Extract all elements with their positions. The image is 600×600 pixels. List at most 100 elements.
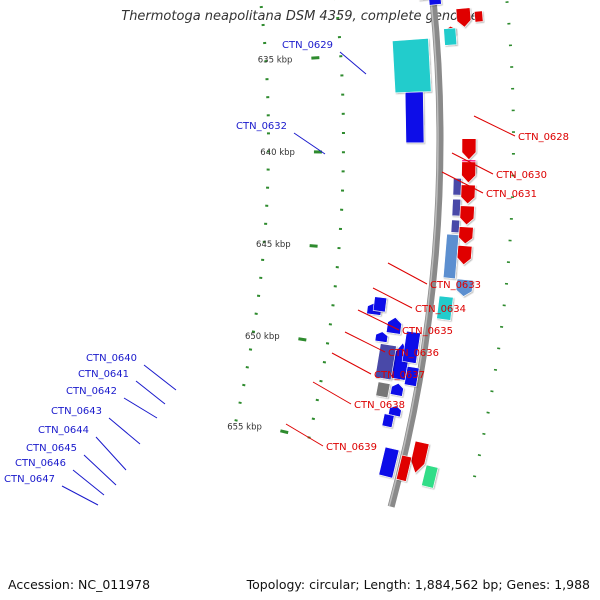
gene-label: CTN_0639 bbox=[326, 442, 377, 453]
gene-feature bbox=[374, 331, 389, 343]
minor-tick bbox=[477, 454, 482, 457]
gene-feature-unlabeled bbox=[410, 440, 430, 474]
minor-tick bbox=[234, 419, 238, 422]
gene-feature-unlabeled bbox=[403, 365, 420, 387]
gene-label-leader bbox=[143, 364, 177, 391]
gene-feature-unlabeled bbox=[378, 446, 400, 479]
gene-feature-unlabeled bbox=[456, 245, 473, 266]
gene-label-leader bbox=[108, 417, 141, 445]
gene-label-leader bbox=[357, 309, 400, 331]
gene-label: CTN_0640 bbox=[86, 353, 137, 364]
gene-feature-unlabeled bbox=[381, 413, 395, 428]
minor-tick bbox=[322, 361, 327, 364]
map-title: Thermotoga neapolitana DSM 4359, complet… bbox=[121, 9, 479, 24]
scale-tick bbox=[309, 244, 318, 248]
gene-label: CTN_0637 bbox=[374, 370, 425, 381]
gene-label-leader bbox=[83, 454, 117, 486]
gene-label: CTN_0630 bbox=[496, 170, 547, 181]
gene-feature bbox=[455, 278, 474, 297]
gene-label-leader bbox=[451, 152, 494, 175]
gene-feature-unlabeled bbox=[458, 226, 474, 245]
gene-feature bbox=[451, 198, 462, 217]
gene-label-leader bbox=[95, 436, 127, 471]
gene-label-leader bbox=[331, 352, 372, 375]
scale-tick-label: 635 kbp bbox=[258, 55, 293, 65]
gene-label-leader bbox=[293, 132, 326, 155]
scale-tick-label: 645 kbp bbox=[256, 240, 291, 250]
minor-tick bbox=[490, 390, 494, 393]
gene-feature bbox=[385, 317, 402, 335]
gene-feature bbox=[375, 381, 391, 399]
gene-label: CTN_0629 bbox=[282, 40, 333, 51]
gene-label: CTN_0636 bbox=[388, 348, 439, 359]
gene-label: CTN_0647 bbox=[4, 474, 55, 485]
gene-feature bbox=[450, 219, 461, 234]
gene-label-leader bbox=[441, 171, 484, 194]
gene-label-leader bbox=[339, 51, 367, 75]
minor-tick bbox=[319, 379, 323, 383]
accession-label: Accession: NC_011978 bbox=[8, 577, 151, 592]
gene-label: CTN_0632 bbox=[236, 121, 287, 132]
gene-label: CTN_0643 bbox=[51, 406, 102, 417]
gene-feature bbox=[374, 343, 397, 381]
gene-feature-unlabeled bbox=[395, 454, 413, 482]
scale-tick-label: 655 kbp bbox=[227, 422, 262, 432]
gene-label: CTN_0634 bbox=[415, 304, 466, 315]
gene-feature bbox=[436, 295, 454, 321]
genome-backbone-highlight bbox=[388, 0, 439, 507]
scale-tick-label: 650 kbp bbox=[245, 332, 280, 342]
gene-label: CTN_0633 bbox=[430, 280, 481, 291]
gene-feature-unlabeled bbox=[372, 296, 388, 313]
gene-label: CTN_0644 bbox=[38, 425, 89, 436]
gene-feature bbox=[389, 382, 404, 397]
gene-label: CTN_0635 bbox=[402, 326, 453, 337]
minor-tick bbox=[486, 411, 490, 414]
gene-feature-unlabeled bbox=[460, 184, 476, 205]
scale-tick bbox=[298, 337, 307, 342]
gene-label-leader bbox=[72, 469, 105, 496]
minor-tick bbox=[482, 432, 486, 436]
minor-tick bbox=[311, 417, 316, 421]
gene-label-leader bbox=[312, 381, 352, 405]
gene-label: CTN_0628 bbox=[518, 132, 569, 143]
gene-label: CTN_0645 bbox=[26, 443, 77, 454]
minor-tick bbox=[242, 383, 246, 387]
scale-tick bbox=[311, 56, 320, 60]
gene-label-leader bbox=[61, 485, 99, 506]
gene-feature bbox=[392, 38, 432, 94]
gene-label-leader bbox=[372, 287, 413, 309]
minor-tick bbox=[315, 398, 319, 402]
gene-label: CTN_0631 bbox=[486, 189, 537, 200]
gene-feature bbox=[443, 27, 458, 46]
gene-label: CTN_0638 bbox=[354, 400, 405, 411]
gene-label-leader bbox=[344, 331, 386, 353]
minor-tick bbox=[245, 366, 249, 369]
gene-label: CTN_0646 bbox=[15, 458, 66, 469]
gene-feature bbox=[442, 233, 460, 280]
gene-feature-unlabeled bbox=[404, 91, 425, 144]
minor-tick bbox=[472, 475, 477, 478]
minor-tick bbox=[238, 401, 242, 405]
gene-label-leader bbox=[387, 262, 428, 285]
gene-label-leader bbox=[285, 423, 324, 447]
minor-tick bbox=[248, 348, 253, 351]
gene-feature-unlabeled bbox=[459, 205, 475, 226]
gene-feature-unlabeled bbox=[461, 138, 477, 161]
gene-feature-unlabeled bbox=[421, 464, 439, 489]
gene-feature-unlabeled bbox=[401, 330, 421, 364]
gene-feature-unlabeled bbox=[473, 10, 484, 23]
gene-label: CTN_0642 bbox=[66, 386, 117, 397]
gene-label: CTN_0641 bbox=[78, 369, 129, 380]
gene-label-leader bbox=[123, 397, 158, 419]
gene-label-leader bbox=[135, 380, 166, 405]
genome-backbone bbox=[387, 0, 444, 508]
scale-tick bbox=[280, 429, 289, 435]
topology-summary: Topology: circular; Length: 1,884,562 bp… bbox=[246, 577, 590, 592]
gene-feature bbox=[455, 7, 472, 28]
gene-feature-unlabeled bbox=[428, 0, 442, 6]
gene-label-leader bbox=[473, 115, 516, 137]
gene-feature-unlabeled bbox=[461, 161, 477, 184]
scale-tick-label: 640 kbp bbox=[260, 148, 295, 158]
